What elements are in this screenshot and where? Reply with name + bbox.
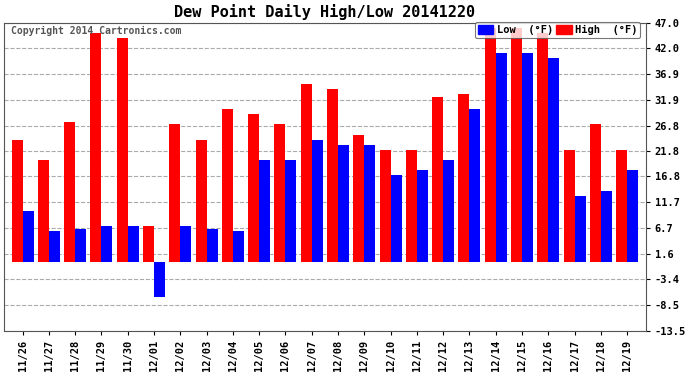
Bar <box>627 170 638 262</box>
Bar <box>90 33 101 262</box>
Bar <box>601 190 612 262</box>
Bar <box>143 226 154 262</box>
Bar <box>391 176 402 262</box>
Bar <box>301 84 312 262</box>
Bar <box>417 170 428 262</box>
Bar <box>101 226 112 262</box>
Bar <box>180 226 191 262</box>
Bar <box>38 160 49 262</box>
Bar <box>286 160 297 262</box>
Bar <box>327 89 338 262</box>
Bar <box>195 140 206 262</box>
Bar <box>23 211 34 262</box>
Bar <box>12 140 23 262</box>
Legend: Low  (°F), High  (°F): Low (°F), High (°F) <box>475 22 640 38</box>
Bar <box>154 262 165 297</box>
Bar <box>380 150 391 262</box>
Bar <box>64 122 75 262</box>
Bar <box>364 145 375 262</box>
Bar <box>495 53 506 262</box>
Bar <box>458 94 469 262</box>
Bar <box>275 124 286 262</box>
Bar <box>75 229 86 262</box>
Bar <box>49 231 60 262</box>
Title: Dew Point Daily High/Low 20141220: Dew Point Daily High/Low 20141220 <box>175 4 475 20</box>
Bar <box>443 160 454 262</box>
Bar <box>259 160 270 262</box>
Bar <box>221 109 233 262</box>
Bar <box>312 140 323 262</box>
Bar <box>432 96 443 262</box>
Bar <box>233 231 244 262</box>
Bar <box>169 124 180 262</box>
Bar <box>338 145 349 262</box>
Text: Copyright 2014 Cartronics.com: Copyright 2014 Cartronics.com <box>10 26 181 36</box>
Bar <box>575 196 586 262</box>
Bar <box>248 114 259 262</box>
Bar <box>128 226 139 262</box>
Bar <box>469 109 480 262</box>
Bar <box>484 28 495 262</box>
Bar <box>353 135 364 262</box>
Bar <box>538 33 549 262</box>
Bar <box>522 53 533 262</box>
Bar <box>117 38 128 262</box>
Bar <box>406 150 417 262</box>
Bar <box>511 28 522 262</box>
Bar <box>564 150 575 262</box>
Bar <box>590 124 601 262</box>
Bar <box>549 58 560 262</box>
Bar <box>616 150 627 262</box>
Bar <box>206 229 217 262</box>
